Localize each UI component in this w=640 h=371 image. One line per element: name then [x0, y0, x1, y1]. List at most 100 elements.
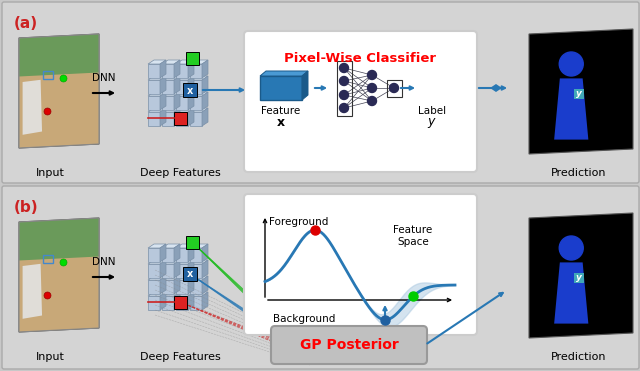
- Polygon shape: [202, 108, 208, 126]
- Polygon shape: [176, 60, 194, 64]
- Text: Foreground: Foreground: [269, 217, 328, 227]
- Polygon shape: [529, 29, 633, 154]
- Polygon shape: [174, 108, 180, 126]
- Bar: [183, 83, 197, 97]
- Polygon shape: [148, 80, 160, 94]
- Polygon shape: [162, 64, 174, 78]
- Polygon shape: [188, 276, 194, 294]
- Polygon shape: [190, 60, 208, 64]
- Bar: [174, 112, 187, 125]
- Polygon shape: [160, 244, 166, 262]
- Bar: [174, 296, 187, 309]
- Text: Label: Label: [418, 106, 446, 116]
- Polygon shape: [160, 292, 166, 310]
- Polygon shape: [162, 96, 174, 110]
- Polygon shape: [202, 244, 208, 262]
- Polygon shape: [176, 292, 194, 296]
- Polygon shape: [176, 276, 194, 280]
- Text: Deep Features: Deep Features: [140, 352, 220, 362]
- Polygon shape: [176, 264, 188, 278]
- Circle shape: [390, 83, 399, 92]
- Polygon shape: [190, 108, 208, 112]
- Bar: [186, 236, 199, 249]
- Text: Background: Background: [273, 314, 335, 324]
- Polygon shape: [162, 112, 174, 126]
- Polygon shape: [554, 78, 588, 139]
- Polygon shape: [188, 292, 194, 310]
- Circle shape: [339, 104, 349, 112]
- Polygon shape: [148, 296, 160, 310]
- Circle shape: [367, 83, 376, 92]
- Polygon shape: [176, 108, 194, 112]
- Text: DNN: DNN: [92, 73, 116, 83]
- Circle shape: [367, 70, 376, 79]
- Polygon shape: [19, 34, 99, 148]
- Polygon shape: [162, 92, 180, 96]
- Polygon shape: [174, 92, 180, 110]
- Text: Input: Input: [36, 168, 65, 178]
- Polygon shape: [19, 256, 99, 332]
- Text: $\mathbf{x}$: $\mathbf{x}$: [276, 116, 286, 129]
- Polygon shape: [162, 248, 174, 262]
- Polygon shape: [162, 276, 180, 280]
- Polygon shape: [188, 76, 194, 94]
- Polygon shape: [148, 292, 166, 296]
- Polygon shape: [148, 248, 160, 262]
- Polygon shape: [162, 280, 174, 294]
- Polygon shape: [190, 264, 202, 278]
- Bar: [574, 273, 584, 283]
- Polygon shape: [554, 262, 588, 324]
- FancyBboxPatch shape: [244, 194, 477, 335]
- Polygon shape: [176, 248, 188, 262]
- Polygon shape: [176, 280, 188, 294]
- Polygon shape: [174, 260, 180, 278]
- Polygon shape: [19, 72, 99, 148]
- Text: Space: Space: [397, 237, 429, 247]
- Polygon shape: [174, 292, 180, 310]
- Polygon shape: [190, 260, 208, 264]
- Polygon shape: [148, 260, 166, 264]
- Polygon shape: [202, 76, 208, 94]
- Polygon shape: [19, 218, 99, 272]
- Polygon shape: [148, 244, 166, 248]
- Circle shape: [367, 96, 376, 105]
- Circle shape: [559, 52, 583, 76]
- Text: x: x: [187, 269, 193, 279]
- Polygon shape: [176, 76, 194, 80]
- Polygon shape: [176, 296, 188, 310]
- Polygon shape: [190, 248, 202, 262]
- Polygon shape: [148, 276, 166, 280]
- Polygon shape: [202, 276, 208, 294]
- Polygon shape: [190, 96, 202, 110]
- Bar: [574, 89, 584, 99]
- Text: GP Posterior: GP Posterior: [300, 338, 398, 352]
- Polygon shape: [190, 76, 208, 80]
- Polygon shape: [19, 218, 99, 332]
- Polygon shape: [202, 260, 208, 278]
- Polygon shape: [160, 60, 166, 78]
- Text: Feature: Feature: [261, 106, 301, 116]
- Polygon shape: [190, 292, 208, 296]
- Polygon shape: [188, 260, 194, 278]
- Circle shape: [339, 63, 349, 72]
- Polygon shape: [176, 80, 188, 94]
- Bar: [183, 267, 197, 281]
- Polygon shape: [202, 92, 208, 110]
- Polygon shape: [174, 276, 180, 294]
- Polygon shape: [162, 108, 180, 112]
- Text: (b): (b): [14, 200, 38, 215]
- Polygon shape: [202, 292, 208, 310]
- Polygon shape: [162, 292, 180, 296]
- Polygon shape: [176, 112, 188, 126]
- Bar: [43, 71, 53, 79]
- Polygon shape: [174, 244, 180, 262]
- Polygon shape: [490, 84, 502, 92]
- Polygon shape: [162, 60, 180, 64]
- Polygon shape: [148, 60, 166, 64]
- Polygon shape: [190, 64, 202, 78]
- Polygon shape: [160, 76, 166, 94]
- Polygon shape: [160, 276, 166, 294]
- Polygon shape: [190, 280, 202, 294]
- Polygon shape: [162, 296, 174, 310]
- Polygon shape: [148, 108, 166, 112]
